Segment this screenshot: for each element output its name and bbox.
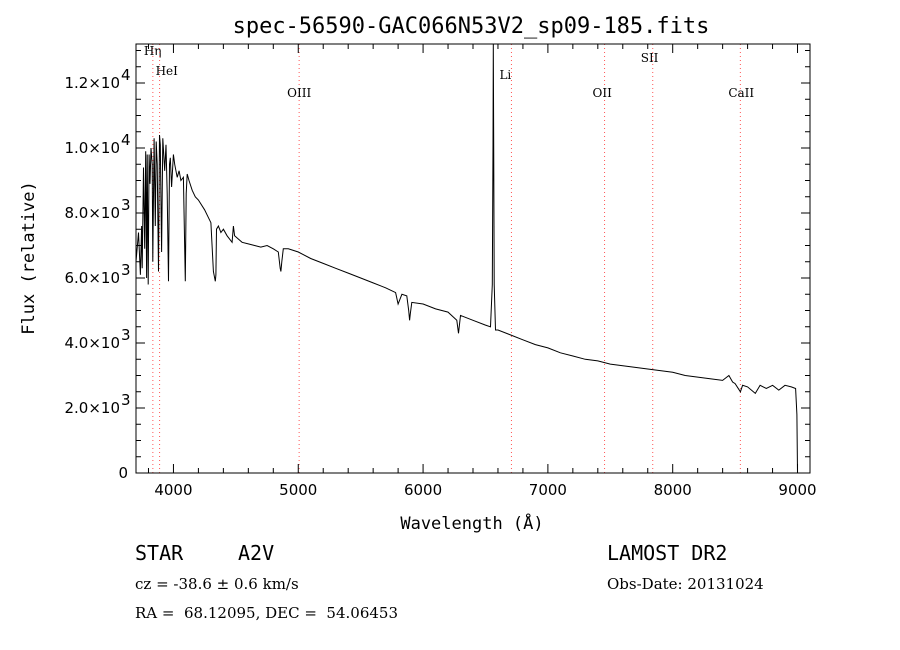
x-tick-label: 9000 [778,481,816,499]
y-tick-label: 1.2×10 [64,74,120,92]
sky-coordinates: RA = 68.12095, DEC = 54.06453 [135,604,399,622]
annotation-label: CaII [728,86,754,100]
y-axis-label: Flux (relative) [19,181,39,335]
survey-name: LAMOST DR2 [607,541,728,565]
y-tick-exponent: 4 [121,131,131,149]
spectral-subclass: A2V [238,541,275,565]
object-type: STAR [135,541,184,565]
x-tick-label: 6000 [404,481,442,499]
x-tick-label: 8000 [654,481,692,499]
y-tick-exponent: 3 [121,391,131,409]
x-tick-label: 7000 [529,481,567,499]
y-tick-exponent: 3 [121,196,131,214]
plot-frame [135,43,811,474]
chart-title: spec-56590-GAC066N53V2_sp09-185.fits [233,14,710,39]
annotation-label: OIII [287,86,311,100]
annotation-label: SII [641,51,659,65]
y-tick-exponent: 4 [121,66,131,84]
observation-date: Obs-Date: 20131024 [607,575,764,593]
y-tick-exponent: 3 [121,261,131,279]
y-tick-label: 1.0×10 [64,139,120,157]
spectrum-line [135,43,798,474]
y-tick-label: 4.0×10 [64,334,120,352]
redshift-velocity: cz = -38.6 ± 0.6 km/s [135,575,299,593]
x-axis-label: Wavelength (Å) [400,512,543,534]
y-tick-label: 6.0×10 [64,269,120,287]
x-tick-label: 4000 [154,481,192,499]
x-tick-label: 5000 [279,481,317,499]
annotation-label: HeI [156,64,179,78]
y-tick-label: 8.0×10 [64,204,120,222]
y-tick-exponent: 3 [121,326,131,344]
y-tick-label: 2.0×10 [64,399,120,417]
annotation-label: Li [499,68,511,82]
annotation-label: OII [593,86,613,100]
plot-area: Hη HeI OIII Li OII SII CaII 4000 5000 6000 7000 800… [64,43,817,499]
annotation-label: Hη [144,44,162,58]
y-tick-label: 0 [118,464,128,482]
